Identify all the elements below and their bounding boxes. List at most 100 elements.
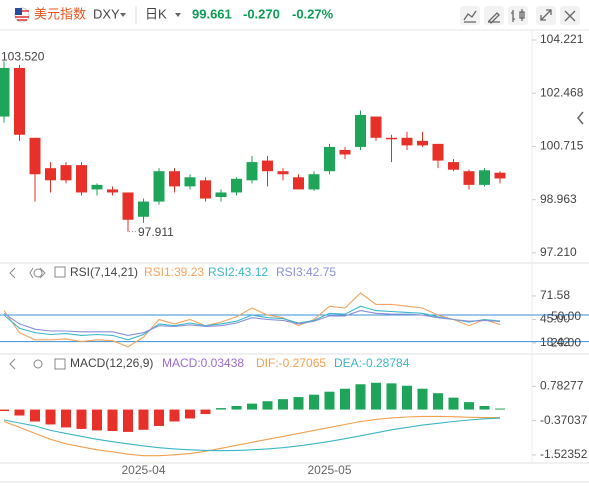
tool-icon: [511, 9, 525, 22]
histogram-bar: [355, 384, 366, 410]
period[interactable]: 日K: [145, 6, 167, 21]
histogram-bar: [247, 403, 257, 410]
histogram-bar: [169, 409, 180, 422]
candle-body: [355, 115, 366, 147]
histogram-bar: [0, 409, 9, 412]
candle-body: [60, 165, 72, 181]
histogram-bar: [417, 388, 428, 410]
histogram-bar: [309, 394, 319, 410]
candle-body: [386, 137, 397, 140]
candle-body: [417, 140, 428, 146]
candle-body: [14, 67, 25, 135]
settings-icon[interactable]: [33, 268, 43, 278]
histogram-bar: [371, 382, 381, 410]
histogram-bar: [495, 408, 505, 410]
flag-canton: [15, 8, 22, 15]
histogram-bar: [154, 409, 164, 426]
instrument-name[interactable]: 美元指数: [34, 6, 86, 21]
histogram-bar: [76, 409, 87, 429]
tool-icon: [488, 12, 500, 24]
tool-button[interactable]: [508, 6, 528, 25]
candle-body: [200, 180, 211, 199]
tool-icon: [564, 10, 576, 22]
histogram-bar: [433, 393, 443, 410]
candle-body: [153, 171, 165, 202]
legend-entry: RSI2:43.12: [208, 265, 268, 279]
low-annotation: 97.911: [138, 225, 174, 239]
histogram-bar: [402, 385, 412, 410]
histogram-bar: [278, 399, 288, 410]
indicator-line: [3, 415, 500, 457]
dropdown-caret[interactable]: [120, 13, 126, 17]
indicator-line: [3, 292, 501, 348]
toggle-icon[interactable]: [29, 267, 46, 279]
y-tick-label: -1.52352: [540, 447, 588, 461]
histogram-bar: [200, 409, 211, 415]
candle-body: [293, 177, 304, 190]
candle-body: [494, 172, 506, 179]
candle-body: [308, 174, 320, 190]
candle-body: [277, 171, 289, 175]
indicator-line: [3, 305, 501, 341]
histogram-bar: [123, 409, 133, 432]
collapse-icon[interactable]: [9, 358, 16, 370]
y-tick-label: 97.210: [540, 245, 577, 259]
candle-body: [138, 201, 149, 217]
candle-body: [262, 160, 273, 172]
histogram-bar: [324, 391, 335, 410]
legend-entry: MACD:0.03438: [162, 356, 244, 370]
y-tick-label: 71.58: [540, 288, 570, 302]
change-percent: -0.27%: [292, 6, 334, 21]
toolbar: [460, 6, 580, 25]
candle-body: [76, 165, 87, 193]
candle-body: [432, 143, 444, 161]
dropdown-caret[interactable]: [175, 13, 181, 17]
candle-body: [122, 192, 134, 220]
candle-body: [401, 137, 413, 146]
indicator-title: RSI(7,14,21): [70, 265, 138, 279]
indicator-title: MACD(12,26,9): [70, 356, 153, 370]
candle-body: [91, 184, 103, 190]
histogram-bar: [464, 402, 474, 410]
checkbox[interactable]: [54, 266, 66, 278]
candle-body: [107, 189, 118, 193]
indicator-line: [3, 310, 501, 336]
checkbox[interactable]: [54, 358, 66, 370]
candle-body: [169, 171, 180, 187]
candle-body: [463, 171, 475, 185]
high-annotation: 103.520: [1, 49, 45, 63]
candle-body: [231, 178, 242, 193]
collapse-icon[interactable]: [9, 267, 16, 279]
header: 美元指数 DXY 日K 99.661 -0.270 -0.27%: [14, 6, 580, 25]
histogram-bar: [262, 401, 273, 410]
y-tick-label: 18.42: [540, 335, 570, 349]
legend-entry: RSI1:39.23: [144, 265, 204, 279]
histogram-bar: [231, 405, 242, 410]
tool-icon: [540, 9, 552, 21]
y-tick-label: -0.37037: [540, 413, 588, 427]
legend-entry: RSI3:42.75: [276, 265, 336, 279]
candle-body: [45, 168, 56, 181]
histogram-bar: [138, 409, 149, 430]
histogram-bar: [386, 383, 397, 410]
histogram-bar: [30, 409, 40, 422]
reference-label: 20.00: [551, 336, 581, 350]
collapse-arrow[interactable]: [577, 111, 584, 125]
y-tick-label: 102.468: [540, 85, 584, 99]
histogram-bar: [216, 408, 226, 410]
histogram-bar: [340, 388, 350, 410]
histogram-bar: [479, 405, 490, 410]
histogram-bar: [448, 397, 459, 410]
y-tick-label: 104.221: [540, 32, 584, 46]
instrument-symbol[interactable]: DXY: [93, 6, 120, 21]
histogram-bar: [293, 397, 304, 410]
candle-body: [479, 170, 490, 185]
x-tick-label: 2025-05: [307, 463, 351, 477]
settings-icon[interactable]: [33, 359, 43, 369]
change: -0.270: [243, 6, 280, 21]
indicator-line: [3, 417, 501, 452]
candle-body: [339, 149, 351, 155]
histogram-bar: [45, 409, 56, 425]
